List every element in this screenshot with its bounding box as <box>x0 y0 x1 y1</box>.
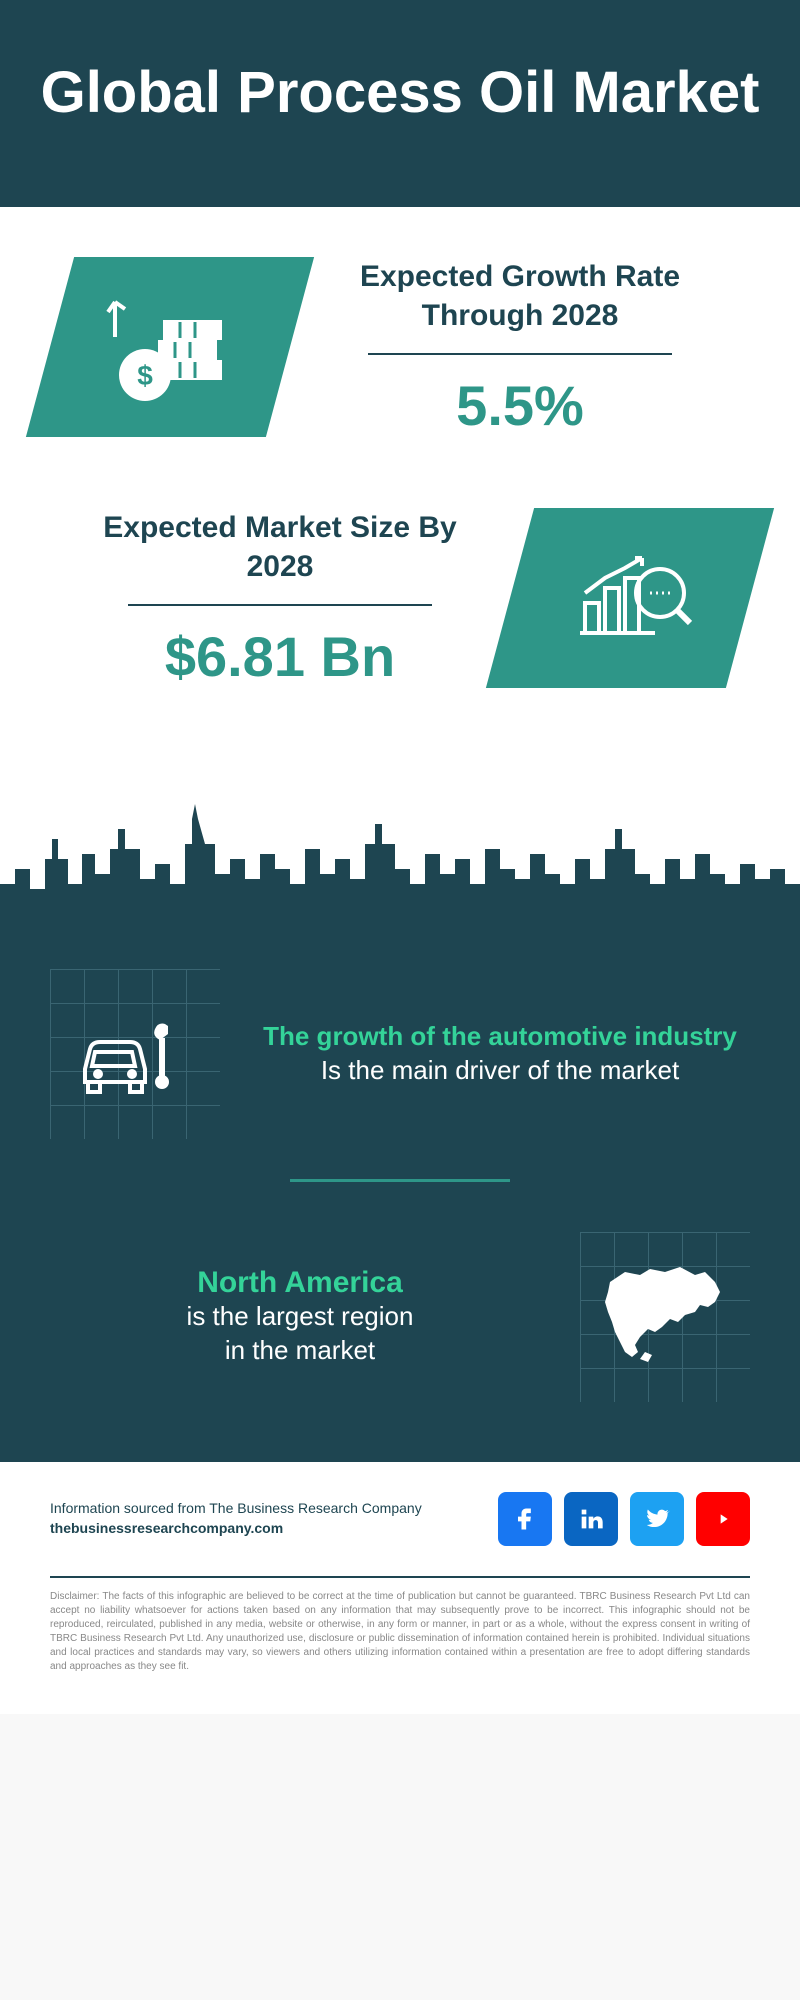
stat-value: $6.81 Bn <box>90 624 470 689</box>
car-wrench-icon <box>50 969 220 1139</box>
driver-subtext: Is the main driver of the market <box>250 1054 750 1088</box>
region-highlight: North America <box>50 1266 550 1300</box>
facebook-icon[interactable] <box>498 1492 552 1546</box>
driver-highlight: The growth of the automotive industry <box>250 1020 750 1054</box>
stat-label: Expected Growth Rate Through 2028 <box>330 257 710 335</box>
divider <box>290 1179 510 1182</box>
stat-label: Expected Market Size By 2028 <box>90 508 470 586</box>
driver-region-section: The growth of the automotive industry Is… <box>0 939 800 1462</box>
stat-market-size: Expected Market Size By 2028 $6.81 Bn <box>50 508 750 689</box>
money-growth-icon: $ <box>26 257 314 437</box>
region-subtext: in the market <box>50 1334 550 1368</box>
chart-magnify-icon <box>486 508 774 688</box>
youtube-icon[interactable] <box>696 1492 750 1546</box>
north-america-map-icon <box>580 1232 750 1402</box>
source-text: Information sourced from The Business Re… <box>50 1499 422 1538</box>
disclaimer-text: Disclaimer: The facts of this infographi… <box>50 1590 750 1674</box>
disclaimer-section: Disclaimer: The facts of this infographi… <box>0 1576 800 1714</box>
page-title: Global Process Oil Market <box>40 60 760 127</box>
twitter-icon[interactable] <box>630 1492 684 1546</box>
linkedin-icon[interactable] <box>564 1492 618 1546</box>
divider <box>128 604 432 606</box>
stat-growth-rate: $ Expected Growth Rate Through 2028 5.5% <box>50 257 750 438</box>
footer: Information sourced from The Business Re… <box>0 1462 800 1576</box>
region-subtext: is the largest region <box>50 1300 550 1334</box>
stats-section: $ Expected Growth Rate Through 2028 5.5% <box>0 207 800 799</box>
driver-row: The growth of the automotive industry Is… <box>50 969 750 1139</box>
stat-value: 5.5% <box>330 373 710 438</box>
divider <box>368 353 672 355</box>
skyline-graphic <box>0 799 800 939</box>
social-icons <box>498 1492 750 1546</box>
region-row: North America is the largest region in t… <box>50 1232 750 1402</box>
svg-text:$: $ <box>137 360 153 391</box>
header: Global Process Oil Market <box>0 0 800 207</box>
